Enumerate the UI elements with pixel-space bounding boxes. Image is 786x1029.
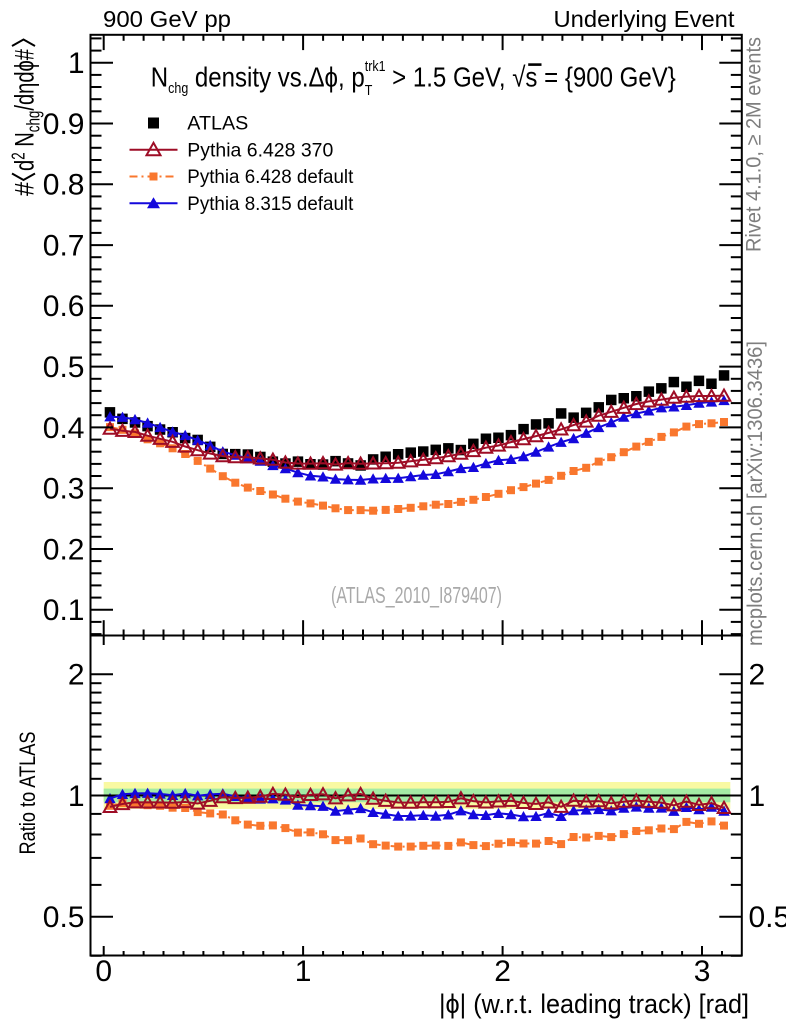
svg-text:#: # [10, 182, 40, 196]
svg-text:0: 0 [95, 955, 112, 988]
svg-text:Pythia 6.428 370: Pythia 6.428 370 [187, 139, 333, 161]
svg-text:ATLAS: ATLAS [187, 113, 248, 135]
svg-text:0.9: 0.9 [43, 108, 85, 141]
svg-text:mcplots.cern.ch [arXiv:1306.34: mcplots.cern.ch [arXiv:1306.3436] [744, 341, 767, 646]
svg-text:0.3: 0.3 [43, 473, 85, 506]
svg-text:(ATLAS_2010_I879407): (ATLAS_2010_I879407) [331, 582, 502, 608]
svg-text:2: 2 [494, 955, 511, 988]
svg-text:3: 3 [694, 955, 711, 988]
svg-text:0.7: 0.7 [43, 229, 85, 262]
svg-text:0.1: 0.1 [43, 594, 85, 627]
svg-text:Underlying Event: Underlying Event [554, 6, 736, 32]
svg-text:0.4: 0.4 [43, 412, 85, 445]
svg-text:|ϕ| (w.r.t. leading track) [ra: |ϕ| (w.r.t. leading track) [rad] [439, 989, 749, 1019]
svg-text:Pythia 6.428 default: Pythia 6.428 default [187, 166, 354, 188]
svg-text:2: 2 [68, 659, 85, 692]
svg-text:1: 1 [295, 955, 312, 988]
svg-text:Ratio to ATLAS: Ratio to ATLAS [15, 732, 40, 855]
svg-text:0.5: 0.5 [43, 901, 85, 934]
svg-text:0.5: 0.5 [749, 901, 786, 934]
svg-text:900 GeV pp: 900 GeV pp [103, 6, 231, 32]
svg-text:0.6: 0.6 [43, 290, 85, 323]
svg-text:1: 1 [68, 47, 85, 80]
svg-text:0.8: 0.8 [43, 169, 85, 202]
svg-text:2: 2 [749, 659, 766, 692]
svg-text:0.5: 0.5 [43, 351, 85, 384]
svg-text:0.2: 0.2 [43, 533, 85, 566]
svg-text:d2 Nchg/dηdϕ#: d2 Nchg/dηdϕ# [9, 49, 44, 171]
svg-text:1: 1 [68, 780, 85, 813]
svg-text:1: 1 [749, 780, 766, 813]
svg-text:Pythia 8.315 default: Pythia 8.315 default [187, 193, 354, 215]
svg-text:Rivet 4.1.0, ≥ 2M events: Rivet 4.1.0, ≥ 2M events [743, 37, 766, 252]
